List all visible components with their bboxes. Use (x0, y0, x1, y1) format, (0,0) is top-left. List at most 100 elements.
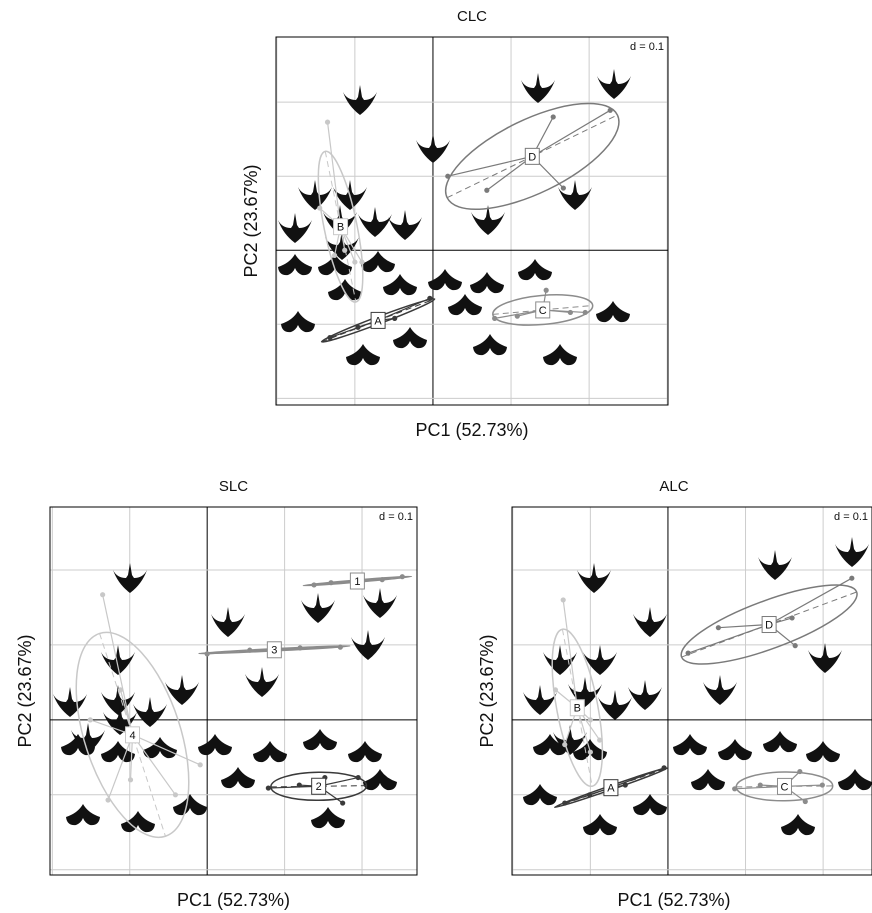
shape-silhouette (113, 563, 147, 593)
ellipse (270, 771, 368, 802)
point (87, 717, 93, 723)
point (328, 580, 334, 586)
point (359, 259, 365, 265)
shape-silhouette (718, 739, 752, 761)
shape-silhouette (346, 344, 380, 366)
shape-silhouette (388, 210, 422, 240)
group-label: 4 (129, 730, 135, 742)
shape-silhouette (328, 279, 362, 301)
shape-silhouette (633, 607, 667, 637)
point (327, 335, 333, 341)
ellipse (551, 628, 604, 788)
point (105, 797, 111, 803)
y-axis-label: PC2 (23.67%) (241, 164, 261, 277)
star-line (768, 577, 853, 626)
point (789, 615, 795, 621)
shape-silhouette (808, 643, 842, 673)
chart-title: ALC (659, 478, 688, 495)
point (792, 643, 798, 649)
y-axis-label: PC2 (23.67%) (15, 634, 35, 747)
shape-silhouette (165, 675, 199, 705)
plot-border (275, 36, 669, 406)
shape-silhouette (358, 207, 392, 237)
shape-silhouette (71, 723, 105, 753)
x-axis-label: PC1 (52.73%) (177, 890, 290, 910)
shape-silhouette (278, 254, 312, 276)
shape-silhouette (543, 645, 577, 675)
point (819, 782, 825, 788)
star-line (718, 623, 770, 629)
point (802, 798, 808, 805)
shape-silhouette (343, 85, 377, 115)
shape-silhouette (703, 675, 737, 705)
plot-border (49, 506, 418, 876)
panel: B D C Ad = 0.1 CLC PC1 (52.73%) PC2 (23.67%) (241, 8, 669, 440)
scale-annotation: d = 0.1 (379, 511, 413, 523)
point (586, 792, 593, 798)
point (552, 687, 559, 693)
group-label-box (125, 726, 141, 744)
point (311, 582, 317, 588)
point (492, 315, 498, 321)
shape-silhouette (101, 741, 135, 763)
point (355, 774, 361, 781)
shape-silhouette (253, 741, 287, 763)
shape-silhouette (553, 725, 587, 755)
group-label: A (607, 783, 615, 795)
shape-silhouette (596, 301, 630, 323)
group-label-box (311, 777, 327, 795)
point (797, 768, 803, 775)
shape-silhouette (221, 767, 255, 789)
group-label: D (528, 151, 536, 163)
y-axis-label: PC2 (23.67%) (477, 634, 497, 747)
point (392, 315, 398, 321)
point (607, 107, 613, 113)
shape-silhouette (577, 563, 611, 593)
shape-silhouette (198, 734, 232, 756)
point (597, 737, 603, 743)
point (427, 295, 433, 301)
ellipse (492, 294, 594, 326)
point (355, 324, 361, 330)
point (172, 792, 179, 798)
point (100, 592, 106, 598)
major-axis (324, 151, 357, 303)
point (562, 741, 568, 748)
shape-silhouette (363, 588, 397, 618)
star-line (268, 785, 319, 789)
shape-silhouette (518, 259, 552, 281)
shape-silhouette (211, 607, 245, 637)
group-label: D (765, 619, 773, 631)
point (849, 575, 855, 581)
star-line (562, 599, 578, 708)
group-label-box (535, 301, 551, 319)
point (117, 687, 124, 693)
shape-silhouette (348, 741, 382, 763)
point (399, 574, 405, 580)
shape-silhouette (583, 814, 617, 836)
shape-silhouette (416, 133, 450, 163)
point (661, 765, 667, 771)
group-label: B (574, 703, 581, 715)
shape-silhouette (583, 645, 617, 675)
major-axis (270, 785, 367, 788)
point (567, 309, 573, 316)
shape-silhouette (245, 667, 279, 697)
shape-silhouette (543, 344, 577, 366)
plot-border (511, 506, 872, 876)
group-label: 2 (316, 781, 322, 793)
shape-silhouette (533, 734, 567, 756)
major-axis (99, 633, 166, 837)
shape-silhouette (558, 180, 592, 210)
point (204, 651, 210, 657)
ellipse (317, 150, 364, 303)
point (587, 749, 593, 755)
shape-silhouette (298, 180, 332, 210)
shape-silhouette (318, 254, 352, 276)
star-line (326, 122, 342, 227)
group-label-box (524, 147, 540, 165)
shape-silhouette (838, 769, 872, 791)
shape-silhouette (448, 294, 482, 316)
shape-silhouette (471, 205, 505, 235)
